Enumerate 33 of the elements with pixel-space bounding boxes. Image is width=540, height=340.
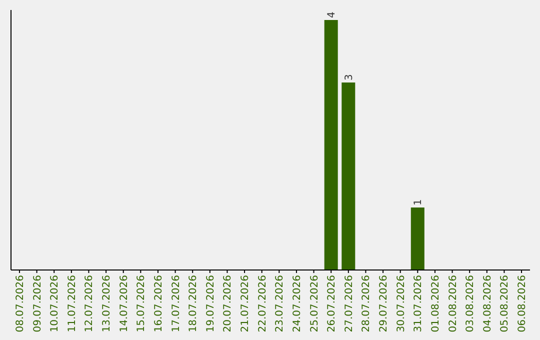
x-tick-label: 30.07.2026 <box>396 275 407 332</box>
x-tick-label: 22.07.2026 <box>257 275 268 332</box>
x-tick-label: 20.07.2026 <box>222 275 234 332</box>
x-tick-label: 27.07.2026 <box>344 275 355 332</box>
x-tick-label: 01.08.2026 <box>430 275 442 332</box>
x-tick-label: 18.07.2026 <box>188 275 200 332</box>
x-tick-label: 10.07.2026 <box>50 275 61 332</box>
x-tick-label: 06.08.2026 <box>517 275 528 332</box>
x-tick-label: 03.08.2026 <box>465 275 476 332</box>
x-tick-label: 21.07.2026 <box>240 275 252 332</box>
x-tick-label: 05.08.2026 <box>500 275 511 332</box>
data-label: 4 <box>326 12 338 18</box>
x-tick-label: 19.07.2026 <box>205 275 216 332</box>
x-tick-label: 09.07.2026 <box>32 275 44 332</box>
x-tick-label: 26.07.2026 <box>326 275 338 332</box>
x-tick-label: 08.07.2026 <box>14 275 26 332</box>
x-tick-label: 28.07.2026 <box>361 275 372 332</box>
x-tick-label: 02.08.2026 <box>448 275 459 332</box>
x-tick-label: 15.07.2026 <box>136 275 148 332</box>
x-tick-label: 13.07.2026 <box>102 275 113 332</box>
x-tick-label: 25.07.2026 <box>309 275 320 332</box>
data-label: 1 <box>413 199 424 206</box>
x-tick-label: 17.07.2026 <box>170 275 182 332</box>
x-tick-label: 29.07.2026 <box>378 275 390 332</box>
x-tick-label: 11.07.2026 <box>66 275 78 332</box>
x-tick-label: 12.07.2026 <box>84 275 96 332</box>
data-label: 3 <box>344 74 355 80</box>
x-tick-label: 14.07.2026 <box>118 275 130 332</box>
x-tick-label: 04.08.2026 <box>482 275 494 332</box>
x-tick-label: 31.07.2026 <box>413 275 424 332</box>
x-tick-label: 16.07.2026 <box>153 275 164 332</box>
x-tick-label: 23.07.2026 <box>274 275 286 332</box>
x-tick-label: 24.07.2026 <box>292 275 303 332</box>
